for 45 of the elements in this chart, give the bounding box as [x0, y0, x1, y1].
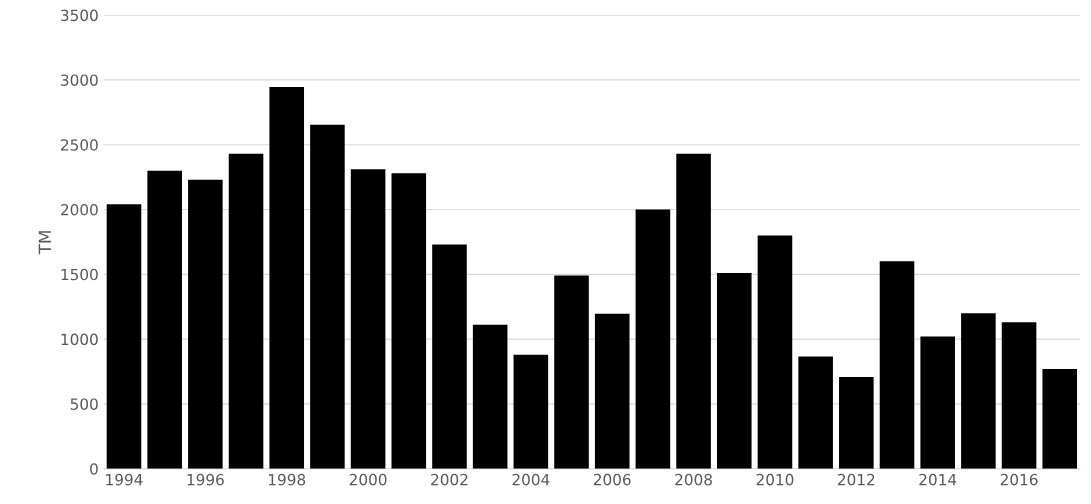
- x-tick-label: 2014: [919, 473, 957, 486]
- bar: [635, 209, 671, 469]
- bar: [1001, 322, 1037, 469]
- bar: [188, 179, 223, 469]
- y-tick-label: 1000: [61, 333, 98, 346]
- y-tick-label: 2500: [61, 139, 98, 151]
- x-tick-label: 2006: [593, 473, 631, 486]
- bar: [350, 169, 386, 469]
- x-tick-label: 1994: [106, 473, 143, 486]
- bar: [879, 261, 915, 469]
- bar: [757, 235, 793, 469]
- y-tick-label: 1500: [61, 268, 98, 281]
- bar: [920, 336, 955, 469]
- bar: [513, 354, 549, 469]
- bar: [961, 313, 996, 469]
- bar: [1042, 368, 1078, 469]
- x-tick-label: 2016: [1000, 473, 1038, 486]
- y-tick-label: 3000: [61, 74, 98, 86]
- y-axis-title: TM: [38, 231, 51, 255]
- bar: [228, 153, 264, 469]
- bar: [310, 124, 345, 469]
- x-tick-label: 1998: [268, 473, 306, 486]
- x-tick-label: 2010: [756, 473, 794, 486]
- bar: [594, 313, 630, 469]
- y-tick-label: 500: [70, 398, 98, 410]
- bar: [472, 324, 508, 469]
- bar: [798, 356, 833, 469]
- bar: [554, 275, 589, 469]
- bar: [432, 244, 467, 469]
- x-tick-label: 1996: [187, 473, 224, 486]
- bar: [106, 204, 142, 469]
- bar: [839, 377, 874, 469]
- bar: [391, 173, 427, 469]
- y-tick-label: 2000: [61, 203, 98, 216]
- bar: [676, 153, 711, 469]
- x-tick-label: 2004: [512, 473, 550, 486]
- x-tick-label: 2012: [838, 473, 875, 486]
- x-tick-label: 2002: [431, 473, 468, 486]
- bar: [269, 87, 305, 469]
- x-tick-label: 2008: [675, 473, 712, 486]
- bar: [716, 273, 752, 469]
- y-tick-label: 0: [90, 463, 98, 475]
- bar: [147, 170, 182, 469]
- x-tick-label: 2000: [349, 473, 387, 486]
- y-tick-label: 3500: [61, 9, 98, 22]
